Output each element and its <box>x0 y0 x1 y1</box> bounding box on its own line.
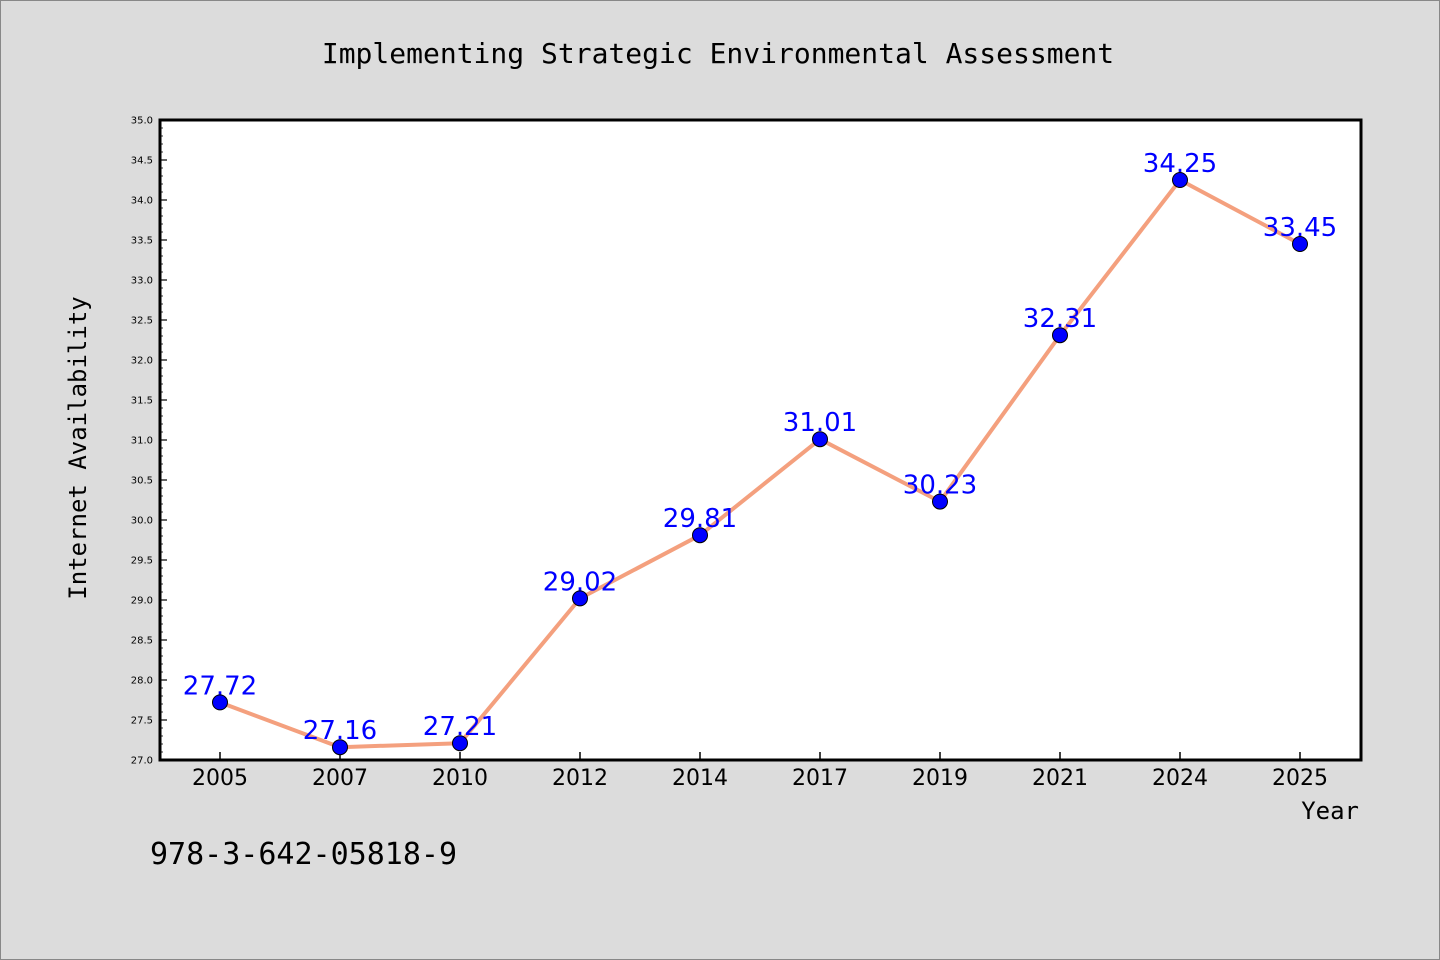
data-label: 30.23 <box>903 471 977 501</box>
data-point <box>812 431 828 448</box>
y-tick-label: 32.5 <box>131 316 153 327</box>
y-tick-label: 30.0 <box>131 516 153 527</box>
data-label: 34.25 <box>1143 149 1217 179</box>
y-tick-label: 30.5 <box>131 476 153 487</box>
data-labels: 27.72 27.16 27.21 29.02 29.81 31.01 30.23 32.31… <box>183 149 1337 746</box>
data-points <box>212 172 1308 756</box>
data-label: 27.72 <box>183 671 257 701</box>
data-label: 29.81 <box>663 504 737 534</box>
data-point <box>332 739 348 756</box>
data-point <box>932 493 948 510</box>
data-point <box>1292 236 1308 252</box>
data-label: 33.45 <box>1263 213 1337 243</box>
y-tick-label: 29.5 <box>131 556 153 567</box>
y-tick-label: 28.5 <box>131 636 153 647</box>
y-tick-label: 35.0 <box>131 116 153 127</box>
chart-title: Implementing Strategic Environmental Ass… <box>322 37 1114 70</box>
x-tick-label: 2007 <box>312 766 368 791</box>
y-tick-label: 28.0 <box>131 676 153 687</box>
y-tick-label: 27.5 <box>131 716 153 727</box>
data-point <box>572 590 588 607</box>
y-tick-label: 33.5 <box>131 236 153 247</box>
data-label: 27.16 <box>303 716 377 746</box>
data-point <box>1052 327 1068 344</box>
y-tick-label: 31.5 <box>131 396 153 407</box>
isbn-text: 978-3-642-05818-9 <box>150 837 457 872</box>
y-axis-ticks: 27.0 27.5 28.0 28.5 29.0 29.5 30.0 30.5 31.0 31.5… <box>131 116 167 767</box>
data-label: 31.01 <box>783 408 857 438</box>
y-tick-label: 34.0 <box>131 196 153 207</box>
data-label: 32.31 <box>1023 304 1097 334</box>
data-label: 27.21 <box>423 712 497 742</box>
x-tick-label: 2024 <box>1152 766 1208 791</box>
series-line <box>219 178 1301 750</box>
data-label: 29.02 <box>543 567 617 597</box>
x-tick-label: 2017 <box>792 766 848 791</box>
x-tick-label: 2021 <box>1032 766 1088 791</box>
x-tick-label: 2019 <box>912 766 968 791</box>
y-tick-label: 27.0 <box>131 756 153 767</box>
y-axis-label: Internet Availability <box>64 296 92 599</box>
series-line-group <box>219 178 1301 750</box>
y-tick-label: 31.0 <box>131 436 153 447</box>
x-tick-label: 2005 <box>192 766 248 791</box>
y-tick-label: 34.5 <box>131 156 153 167</box>
data-point <box>1172 172 1188 188</box>
x-tick-label: 2014 <box>672 766 728 791</box>
data-point <box>452 735 468 752</box>
x-axis-ticks: 2005 2007 2010 2012 2014 2017 2019 2021 2024 2025 <box>192 752 1328 791</box>
x-axis-label: Year <box>1301 797 1359 825</box>
x-tick-label: 2025 <box>1272 766 1328 791</box>
y-tick-label: 32.0 <box>131 356 153 367</box>
data-point <box>212 694 228 711</box>
x-tick-label: 2012 <box>552 766 608 791</box>
x-tick-label: 2010 <box>432 766 488 791</box>
y-tick-label: 33.0 <box>131 276 153 287</box>
y-tick-label: 29.0 <box>131 596 153 607</box>
plot-area <box>158 118 1363 762</box>
data-point <box>692 527 708 544</box>
